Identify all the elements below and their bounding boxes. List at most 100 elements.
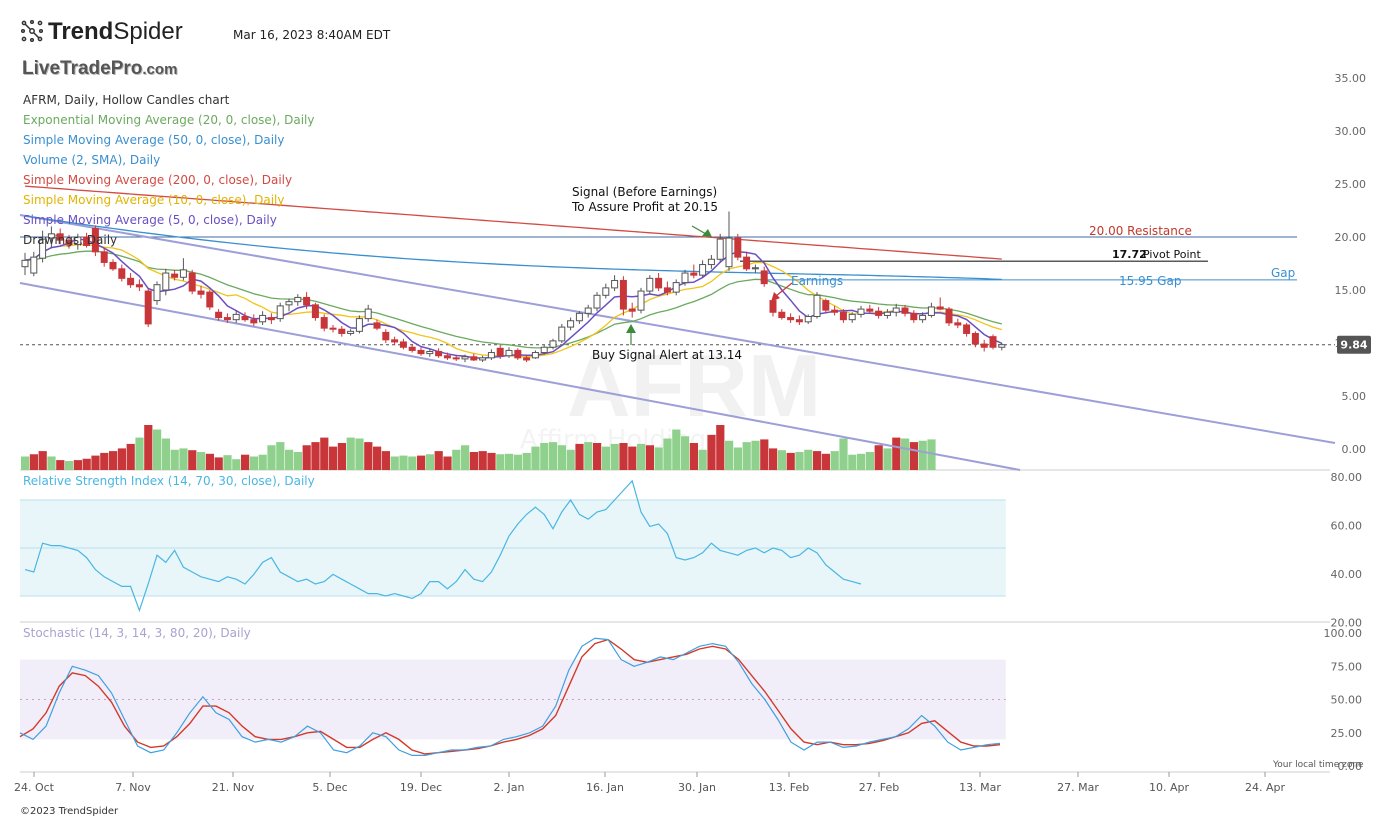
candle-up — [47, 233, 55, 239]
legend-sma5[interactable]: Simple Moving Average (5, 0, close), Dai… — [23, 213, 277, 227]
candle-down — [989, 336, 997, 348]
candle-up — [21, 259, 29, 268]
stoch-d-line — [19, 638, 1001, 755]
candle-up — [505, 349, 513, 357]
volume-bar — [839, 438, 848, 470]
stoch-tick-label: 25.00 — [1331, 727, 1363, 740]
candle-up — [848, 313, 856, 321]
volume-bar — [223, 455, 232, 470]
stoch-panel-title[interactable]: Stochastic (14, 3, 14, 3, 80, 20), Daily — [23, 626, 251, 640]
rsi-panel-title[interactable]: Relative Strength Index (14, 70, 30, clo… — [23, 474, 315, 488]
volume-bar — [91, 455, 100, 470]
volume-bar — [716, 425, 725, 470]
channel-upper — [19, 214, 1336, 444]
legend-sma10[interactable]: Simple Moving Average (10, 0, close), Da… — [23, 193, 285, 207]
candle-up — [567, 320, 575, 328]
candle-down — [100, 251, 108, 263]
candle-down — [56, 233, 64, 241]
candle-down — [822, 300, 830, 311]
legend-sma200[interactable]: Simple Moving Average (200, 0, close), D… — [23, 173, 293, 187]
annotation-earnings: Earnings — [791, 274, 843, 288]
candle-down — [778, 311, 786, 319]
volume-bar — [373, 446, 382, 470]
candle-down — [171, 273, 179, 278]
stoch-k-line — [19, 637, 1001, 757]
candle-up — [637, 290, 645, 311]
candle-up — [30, 256, 38, 274]
volume-bar — [267, 445, 276, 470]
annotation-signal: Signal (Before Earnings) — [572, 185, 717, 199]
legend-sma50[interactable]: Simple Moving Average (50, 0, close), Da… — [23, 133, 285, 147]
last-price-badge — [1337, 335, 1371, 354]
volume-bar — [857, 453, 866, 470]
candle-down — [980, 343, 988, 348]
volume-bar — [725, 440, 734, 470]
candle-up — [611, 279, 619, 289]
candle-down — [399, 341, 407, 348]
earnings-arrow-icon — [771, 292, 780, 302]
candle-down — [206, 291, 214, 308]
candle-down — [188, 272, 196, 292]
legend-volume[interactable]: Volume (2, SMA), Daily — [23, 153, 161, 167]
volume-bar — [425, 454, 434, 470]
volume-bar — [601, 446, 610, 470]
volume-bar — [698, 449, 707, 470]
price-tick-label: 5.00 — [1342, 390, 1367, 403]
sma5-line — [24, 238, 1003, 360]
volume-bar — [751, 440, 760, 470]
volume-bar — [689, 443, 698, 470]
volume-bar — [302, 445, 311, 470]
volume-bar — [381, 451, 390, 470]
sma50-line — [24, 215, 1002, 281]
candle-up — [716, 238, 724, 260]
candle-up — [699, 264, 707, 276]
legend-ema20[interactable]: Exponential Moving Average (20, 0, close… — [23, 113, 315, 127]
copyright: ©2023 TrendSpider — [20, 806, 119, 817]
candle-up — [364, 308, 372, 320]
volume-bar — [628, 446, 637, 470]
local-time-label: Your local time zone — [1273, 760, 1364, 770]
volume-bar — [214, 457, 223, 470]
volume-bar — [197, 452, 206, 470]
volume-bar — [56, 460, 65, 470]
volume-bar — [610, 443, 619, 470]
candle-down — [954, 322, 962, 326]
candle-up — [751, 267, 759, 270]
rsi-line — [24, 479, 862, 613]
volume-bar — [232, 459, 241, 470]
candle-down — [250, 319, 258, 324]
x-tick-label: 7. Nov — [115, 781, 151, 794]
volume-bar — [452, 449, 461, 470]
volume-bar — [390, 456, 399, 470]
volume-bar — [179, 448, 188, 470]
volume-bar — [329, 446, 338, 470]
volume-bar — [513, 454, 522, 470]
candle-down — [417, 349, 425, 355]
candle-down — [514, 349, 522, 359]
candle-down — [144, 290, 152, 325]
rsi-tick-label: 40.00 — [1331, 568, 1363, 581]
candle-up — [232, 313, 240, 321]
x-tick-label: 24. Apr — [1245, 781, 1285, 794]
annotation-resistance: 20.00 Resistance — [1089, 224, 1192, 238]
volume-bar — [21, 456, 30, 470]
volume-bar — [496, 454, 505, 470]
candle-up — [892, 307, 900, 313]
candle-up — [681, 272, 689, 284]
candle-down — [628, 308, 636, 312]
candle-up — [259, 314, 267, 323]
candle-down — [663, 287, 671, 293]
candle-up — [179, 269, 187, 278]
x-tick-label: 27. Feb — [859, 781, 899, 794]
legend-chart-title[interactable]: AFRM, Daily, Hollow Candles chart — [23, 93, 230, 107]
candle-down — [267, 317, 275, 321]
candle-down — [109, 261, 117, 270]
volume-bar — [707, 434, 716, 470]
candle-down — [945, 308, 953, 324]
signal-arrow-line — [691, 225, 707, 235]
candle-up — [487, 352, 495, 359]
volume-bar — [126, 443, 135, 470]
annotation-gap: Gap — [1271, 266, 1295, 280]
legend-drawings[interactable]: Drawings, Daily — [23, 233, 118, 247]
